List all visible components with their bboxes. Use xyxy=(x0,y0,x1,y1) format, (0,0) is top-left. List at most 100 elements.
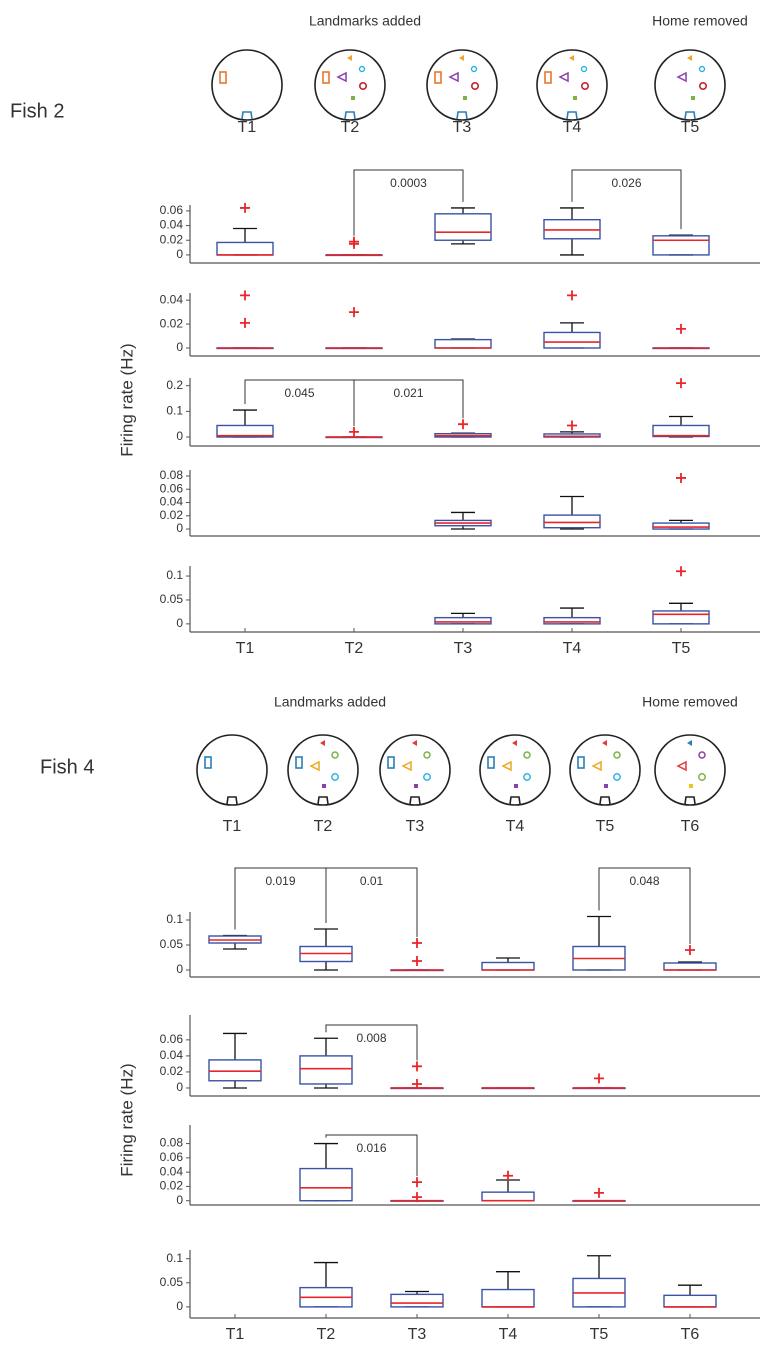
y-tick-label: 0.06 xyxy=(160,203,184,217)
outlier xyxy=(349,236,359,247)
x-tick-label: T2 xyxy=(317,1326,336,1343)
arena xyxy=(654,734,726,806)
arena-cue xyxy=(558,71,569,83)
y-tick-label: 0.06 xyxy=(160,481,184,495)
x-tick-label: T6 xyxy=(681,1326,700,1343)
arena-cue xyxy=(336,71,347,83)
y-tick-label: 0.05 xyxy=(160,592,184,606)
box xyxy=(543,514,601,529)
whisker-high xyxy=(314,1037,338,1056)
outlier xyxy=(349,426,359,437)
arena-cue xyxy=(456,111,468,120)
arena-cue xyxy=(698,751,706,759)
whisker-low xyxy=(223,943,247,950)
whisker-high xyxy=(223,1032,247,1060)
whisker-high xyxy=(560,495,584,516)
y-tick-label: 0.08 xyxy=(160,468,184,482)
whisker-high xyxy=(314,928,338,947)
y-tick-label: 0 xyxy=(176,340,183,354)
whisker-high xyxy=(233,409,257,426)
x-tick-label: T1 xyxy=(226,1326,245,1343)
y-tick-label: 0 xyxy=(176,521,183,535)
x-tick-label: T5 xyxy=(590,1326,609,1343)
arena-cue xyxy=(523,751,531,759)
y-tick-label: 0.02 xyxy=(160,508,184,522)
y-axis-label: Firing rate (Hz) xyxy=(117,1063,136,1176)
outlier xyxy=(458,419,468,430)
whisker-high xyxy=(587,1255,611,1279)
outlier xyxy=(412,1192,422,1203)
outlier xyxy=(676,566,686,577)
whisker-high xyxy=(314,1142,338,1169)
significance-bracket xyxy=(598,867,691,944)
arena-cue xyxy=(604,784,608,788)
whisker-high xyxy=(669,602,693,611)
x-tick-label: T5 xyxy=(672,640,691,657)
box xyxy=(663,962,717,971)
significance-bracket xyxy=(325,1134,418,1177)
arena-cue xyxy=(684,796,696,805)
y-tick-label: 0 xyxy=(176,429,183,443)
arena-cue xyxy=(226,796,238,805)
arena-cue xyxy=(577,756,585,769)
y-tick-label: 0 xyxy=(176,1080,183,1094)
outlier xyxy=(412,1078,422,1089)
box xyxy=(481,1288,535,1308)
outlier xyxy=(412,1177,422,1188)
arena-cue xyxy=(358,65,366,73)
whisker-high xyxy=(560,322,584,333)
box xyxy=(481,1191,535,1202)
outlier xyxy=(594,1187,604,1198)
arena-cue xyxy=(219,71,227,84)
arena-cue xyxy=(241,111,253,120)
arena-cue xyxy=(401,760,412,772)
arena-cue xyxy=(344,111,356,120)
arena-cue xyxy=(501,760,512,772)
y-tick-label: 0.08 xyxy=(160,1136,184,1150)
arena xyxy=(536,49,608,121)
y-tick-label: 0.2 xyxy=(166,378,183,392)
whisker-high xyxy=(678,1284,702,1296)
arena-cue xyxy=(487,756,495,769)
arena xyxy=(479,734,551,806)
arena-cue xyxy=(423,751,431,759)
box xyxy=(299,1055,353,1085)
whisker-low xyxy=(314,961,338,971)
arena-cue xyxy=(434,71,442,84)
arena-cue xyxy=(687,740,692,746)
arena-cue xyxy=(676,71,687,83)
y-tick-label: 0.04 xyxy=(160,292,184,306)
box xyxy=(216,424,274,438)
arena-label: T4 xyxy=(506,818,525,835)
arena-cue xyxy=(684,111,696,120)
arena-cue xyxy=(580,82,589,91)
arena-cue xyxy=(320,740,325,746)
arena-cue xyxy=(523,773,531,781)
condition-note: Landmarks added xyxy=(274,694,386,710)
y-tick-label: 0 xyxy=(176,247,183,261)
y-tick-label: 0 xyxy=(176,616,183,630)
y-tick-label: 0 xyxy=(176,962,183,976)
whisker-low xyxy=(223,1080,247,1089)
box xyxy=(216,241,274,256)
x-tick-label: T4 xyxy=(563,640,582,657)
outlier xyxy=(412,1061,422,1072)
box xyxy=(208,1059,262,1082)
outlier xyxy=(567,290,577,301)
p-value: 0.021 xyxy=(393,386,423,400)
arena-cue xyxy=(580,65,588,73)
arena-cue xyxy=(509,796,521,805)
arena-cue xyxy=(351,96,355,100)
box xyxy=(299,1167,353,1202)
arena-cue xyxy=(423,773,431,781)
y-tick-label: 0.04 xyxy=(160,218,184,232)
p-value: 0.045 xyxy=(284,386,314,400)
whisker-high xyxy=(314,1261,338,1288)
box xyxy=(543,616,601,625)
arena xyxy=(196,734,268,806)
y-tick-label: 0.02 xyxy=(160,1179,184,1193)
p-value: 0.019 xyxy=(265,874,295,888)
arena-cue xyxy=(613,751,621,759)
arena-cue xyxy=(566,111,578,120)
